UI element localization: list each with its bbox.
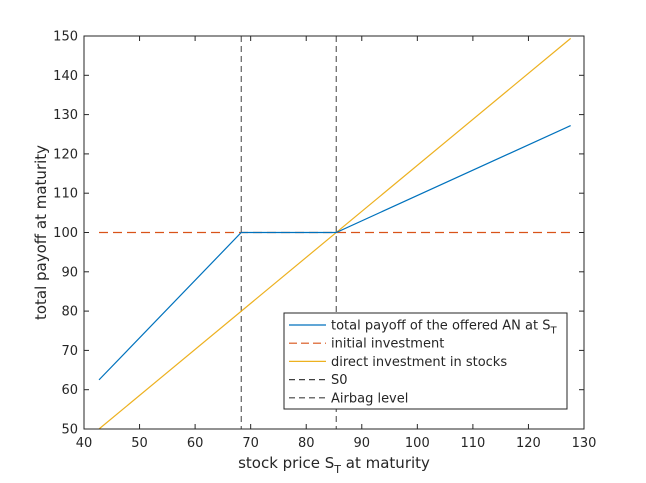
y-tick-label: 110 [53,187,78,202]
x-tick-label: 120 [516,436,541,451]
legend-label: initial investment [331,337,444,352]
x-tick-label: 130 [572,436,597,451]
y-tick-label: 50 [61,423,78,438]
y-tick-label: 100 [53,226,78,241]
legend: total payoff of the offered AN at STinit… [283,312,568,410]
series-line [98,37,572,430]
x-tick-label: 100 [405,436,430,451]
y-tick-label: 90 [61,265,78,280]
x-tick-label: 80 [298,436,315,451]
x-tick-label: 110 [460,436,485,451]
x-tick-label: 40 [76,436,93,451]
y-tick-label: 140 [53,69,78,84]
x-axis-label: stock price ST at maturity [238,454,430,476]
series-line [98,125,571,381]
x-tick-label: 90 [354,436,371,451]
y-tick-label: 120 [53,147,78,162]
y-tick-label: 80 [61,305,78,320]
x-axis-label-subscript: T [333,463,341,476]
legend-label: direct investment in stocks [331,355,507,370]
tick-layer: 40 50 60 70 80 90 100 110 120 1305060708090100110… [53,30,596,452]
x-tick-label: 70 [242,436,259,451]
x-axis-label-main: stock price S [238,454,334,472]
y-tick-label: 70 [61,344,78,359]
y-axis-label: total payoff at maturity [32,145,50,320]
y-tick-label: 60 [61,383,78,398]
legend-box [283,312,568,410]
legend-label: Airbag level [331,391,408,406]
y-tick-label: 150 [53,30,78,45]
series-layer [98,36,572,430]
legend-label: S0 [331,373,348,388]
legend-label: total payoff of the offered AN at ST [331,319,558,337]
x-tick-label: 60 [187,436,204,451]
y-tick-label: 130 [53,108,78,123]
x-tick-label: 50 [131,436,148,451]
x-axis-label-tail: at maturity [341,454,430,472]
